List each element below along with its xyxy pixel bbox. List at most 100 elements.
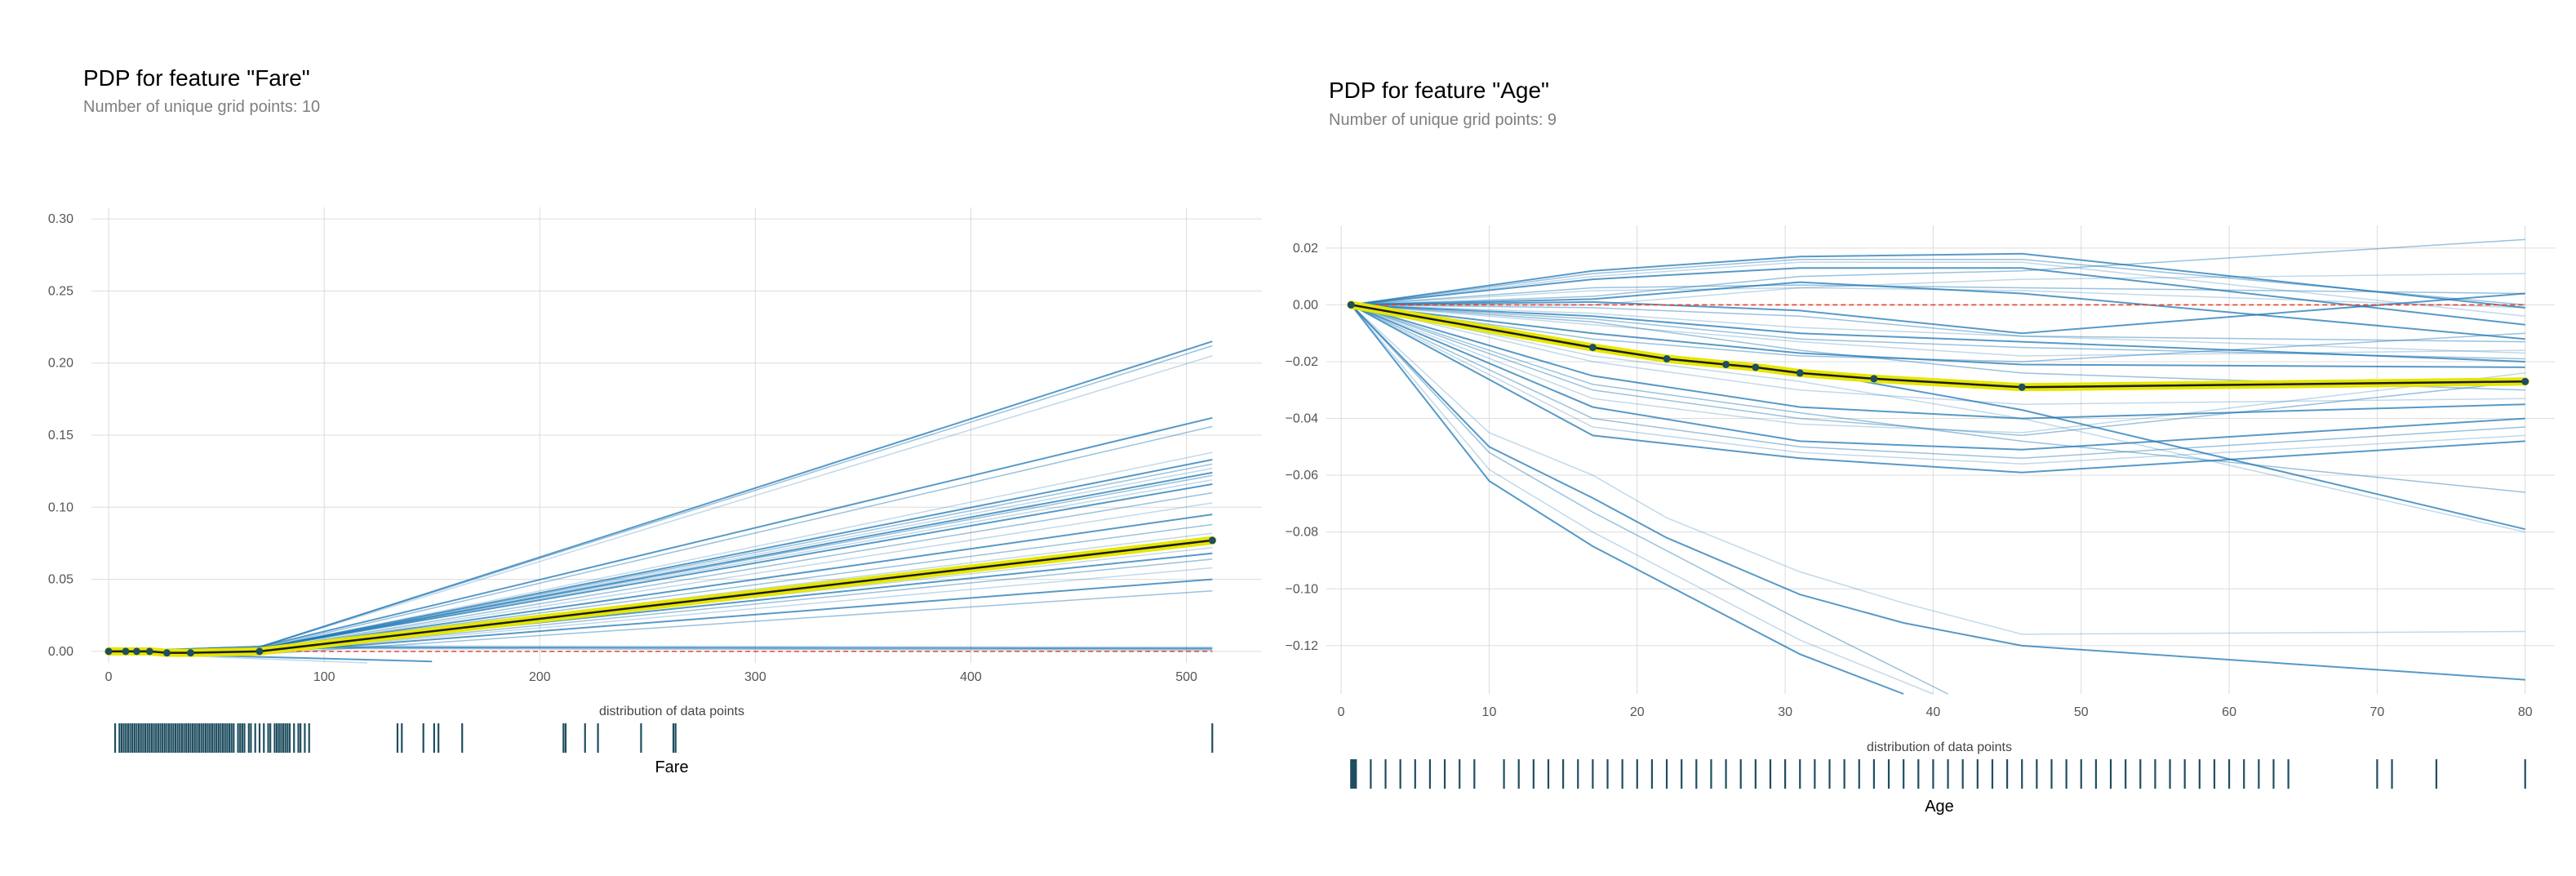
age-ice-line [1351,304,2525,362]
age-pdp-point [1796,369,1804,377]
age-ice-line [1351,252,2525,309]
age-chart-subtitle: Number of unique grid points: 9 [1329,111,1557,129]
age-ice-line [1350,304,2525,474]
fare-pdp-point [1208,536,1216,545]
age-ice-line [1351,292,2525,335]
age-ice-line [1351,304,2525,434]
age-ice-line [1351,304,2525,493]
age-y-tick-label: −0.02 [1286,355,1319,369]
age-y-tick-label: 0.00 [1293,298,1318,312]
age-ice-line [1351,281,2525,340]
age-y-tick-label: −0.10 [1286,582,1319,596]
age-x-tick-label: 80 [2518,705,2533,719]
age-chart: PDP for feature "Age" Number of unique g… [1286,78,2555,816]
age-ice-line [1351,273,2525,306]
age-ice-line [1351,304,2525,354]
fare-pdp-point [186,649,194,657]
age-pdp-point [1663,355,1671,363]
fare-x-tick-label: 500 [1175,670,1197,684]
age-y-tick-label: −0.08 [1286,526,1319,540]
age-ice-line [1350,304,2525,465]
fare-x-tick-label: 0 [105,670,113,684]
fare-x-tick-label: 200 [529,670,551,684]
fare-y-tick-label: 0.20 [48,357,73,371]
age-distribution [1350,759,2526,789]
age-x-tick-label: 40 [1926,705,1941,719]
age-ice-line [1351,304,2525,405]
age-x-ticks: 0 10 20 30 40 50 60 70 80 [1338,705,2533,719]
age-ice-line [1350,304,1904,695]
age-ice-line [1351,304,2525,343]
age-x-tick-label: 10 [1482,705,1497,719]
fare-y-tick-label: 0.00 [48,645,73,659]
fare-x-axis-label: Fare [655,758,688,776]
age-ice-line [1351,284,2525,306]
age-x-tick-label: 20 [1630,705,1645,719]
fare-y-tick-label: 0.15 [48,429,73,442]
fare-y-tick-label: 0.30 [48,212,73,226]
age-x-tick-label: 0 [1338,705,1345,719]
age-ice-line [1351,304,2525,362]
age-chart-title: PDP for feature "Age" [1329,78,1549,103]
fare-chart: PDP for feature "Fare" Number of unique … [48,65,1262,776]
age-y-tick-label: −0.04 [1286,412,1319,426]
fare-pdp-group [104,536,1217,657]
age-ice-line [1351,304,2525,391]
fare-x-tick-label: 300 [744,670,766,684]
age-x-tick-label: 70 [2370,705,2385,719]
age-ice-line [1350,304,2525,460]
age-ice-line [1351,304,2525,360]
fare-ice-line [109,425,1213,652]
fare-y-tick-label: 0.05 [48,573,73,587]
age-ice-line [1350,304,2525,635]
fare-distribution [113,723,1214,753]
fare-y-tick-label: 0.25 [48,284,73,298]
age-pdp-point [2018,383,2026,391]
age-pdp-point [1347,300,1355,309]
age-y-tick-label: −0.06 [1286,469,1319,482]
age-y-tick-label: −0.12 [1286,639,1319,653]
fare-x-tick-label: 400 [960,670,982,684]
age-ice-line [1350,304,2525,451]
age-ice-line [1350,304,2525,681]
fare-pdp-point [104,647,113,656]
age-ice-line [1351,261,2525,318]
age-ice-line [1351,287,2525,309]
age-ice-line [1351,304,2525,533]
age-pdp-group [1347,300,2529,392]
age-pdp-point [1752,363,1760,371]
fare-pdp-point [162,649,171,657]
fare-y-tick-label: 0.10 [48,500,73,514]
age-pdp-point [1588,344,1597,352]
age-ice-line [1351,304,2525,437]
age-pdp-point [1870,375,1878,383]
age-pdp-point [2521,377,2529,385]
age-ice-line [1351,267,2525,326]
fare-chart-subtitle: Number of unique grid points: 10 [83,98,320,116]
age-ice-line [1350,304,1948,695]
age-y-ticks: 0.02 0.00 −0.02 −0.04 −0.06 −0.08 −0.10 −0.12 [1286,242,1319,653]
age-ice-line [1351,304,2525,368]
fare-distribution-label: distribution of data points [599,705,744,718]
age-x-tick-label: 60 [2222,705,2236,719]
fare-pdp-point [255,647,264,656]
fare-ice-lines [109,340,1213,664]
fare-y-ticks: 0.00 0.05 0.10 0.15 0.20 0.25 0.30 [48,212,73,659]
fare-ice-line [109,416,1213,652]
age-ice-line [1351,304,2525,357]
fare-pdp-point [122,647,130,656]
age-y-tick-label: 0.02 [1293,242,1318,256]
age-ice-lines [1350,238,2525,695]
fare-x-ticks: 0 100 200 300 400 500 [105,670,1197,684]
age-x-tick-label: 30 [1778,705,1792,719]
age-ice-line [1351,238,2525,306]
age-x-tick-label: 50 [2074,705,2089,719]
age-ice-line [1350,304,1934,695]
age-distribution-label: distribution of data points [1867,740,2012,754]
age-pdp-point [1722,360,1730,368]
fare-pdp-point [145,647,153,656]
age-x-axis-label: Age [1925,798,1954,816]
age-ice-line [1351,304,2525,420]
fare-x-tick-label: 100 [313,670,335,684]
